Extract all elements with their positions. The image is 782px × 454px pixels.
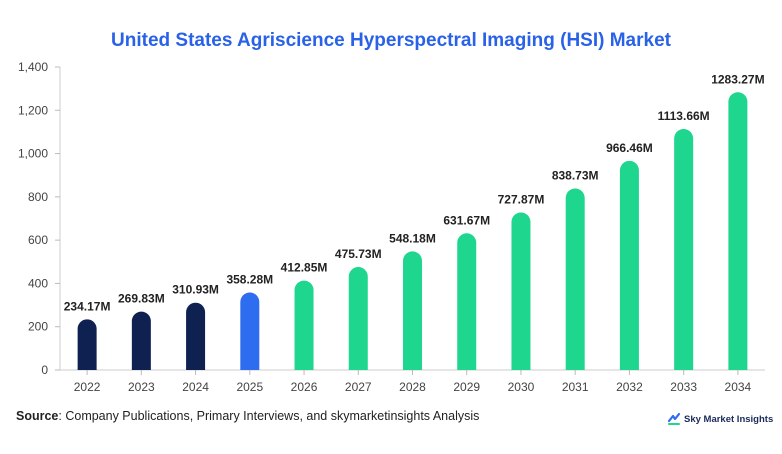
x-tick-label-2027: 2027 (345, 380, 372, 394)
data-label-2032: 966.46M (606, 141, 653, 155)
x-tick-label-2023: 2023 (128, 380, 155, 394)
y-tick-label: 400 (28, 276, 48, 290)
bar-2026 (294, 280, 314, 370)
bar-2023 (131, 311, 151, 370)
y-tick-label: 200 (28, 320, 48, 334)
data-label-2026: 412.85M (281, 261, 328, 275)
data-label-2024: 310.93M (172, 283, 219, 297)
source-text: : Company Publications, Primary Intervie… (58, 409, 480, 423)
data-label-2033: 1113.66M (658, 109, 710, 123)
data-label-2030: 727.87M (498, 192, 545, 206)
bar-2031 (565, 188, 585, 370)
bar-2028 (403, 251, 422, 370)
data-label-2022: 234.17M (64, 299, 111, 313)
bar-2029 (457, 233, 477, 370)
bar-2022 (77, 319, 97, 370)
data-label-2028: 548.18M (389, 231, 436, 245)
data-label-2023: 269.83M (118, 292, 165, 306)
brand-logo: Sky Market Insights (667, 412, 773, 426)
x-tick-label-2033: 2033 (670, 380, 697, 394)
bar-2033 (674, 128, 694, 370)
x-tick-label-2030: 2030 (508, 380, 535, 394)
x-tick-label-2025: 2025 (236, 380, 263, 394)
bar-chart: 0 200 400 600 800 1,000 1,200 1,400 234.17M 2022 2… (18, 60, 765, 394)
x-tick-label-2026: 2026 (291, 380, 318, 394)
bar-2024 (186, 302, 206, 370)
x-tick-label-2029: 2029 (453, 380, 480, 394)
x-tick-label-2032: 2032 (616, 380, 643, 394)
data-label-2029: 631.67M (443, 213, 490, 227)
y-tick-label: 1,200 (18, 103, 48, 117)
sky-market-insights-logo-icon (667, 412, 681, 425)
data-label-2034: 1283.27M (711, 72, 764, 86)
bar-2025 (240, 292, 260, 370)
data-label-2031: 838.73M (552, 168, 599, 182)
y-tick-label: 0 (41, 363, 48, 377)
y-tick-label: 800 (28, 190, 48, 204)
x-tick-label-2031: 2031 (562, 380, 589, 394)
x-tick-label-2034: 2034 (725, 380, 752, 394)
source-label: Source (16, 409, 59, 423)
y-tick-label: 1,400 (18, 60, 48, 74)
x-tick-label-2024: 2024 (182, 380, 209, 394)
bar-2032 (619, 160, 639, 370)
x-tick-label-2022: 2022 (74, 380, 101, 394)
data-label-2025: 358.28M (226, 272, 273, 286)
source-note: Source: Company Publications, Primary In… (16, 409, 479, 423)
y-tick-label: 1,000 (18, 147, 48, 161)
chart-title: United States Agriscience Hyperspectral … (111, 30, 671, 51)
bar-2027 (348, 267, 368, 370)
brand-name: Sky Market Insights (684, 413, 774, 425)
bar-2034 (728, 92, 748, 371)
x-tick-label-2028: 2028 (399, 380, 426, 394)
bar-2030 (511, 212, 531, 370)
data-label-2027: 475.73M (335, 247, 382, 261)
y-tick-label: 600 (28, 233, 48, 247)
